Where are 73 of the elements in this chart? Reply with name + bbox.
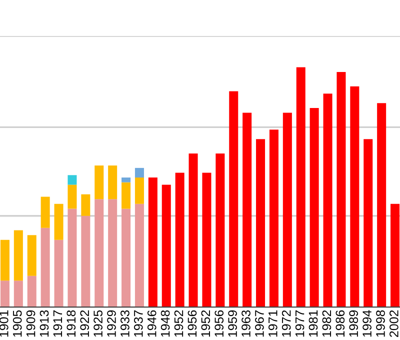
x-tick-label: 1933 <box>120 310 130 337</box>
x-tick-label: 1946 <box>147 310 156 337</box>
x-tick-label: 1917 <box>53 310 62 337</box>
bar <box>27 276 36 308</box>
bar <box>242 112 252 308</box>
x-tick-label: 1929 <box>107 310 116 337</box>
x-tick-label: 1972 <box>282 310 291 337</box>
bar <box>14 230 23 281</box>
bar <box>81 194 90 216</box>
bar <box>188 154 198 308</box>
x-tick-label: 1977 <box>295 310 304 337</box>
bar <box>175 172 184 308</box>
x-tick-label: 1948 <box>160 310 170 337</box>
bar <box>323 94 332 308</box>
bar <box>256 139 266 308</box>
bar <box>336 72 346 308</box>
bar <box>54 240 64 308</box>
x-tick-label: 1982 <box>322 310 332 337</box>
x-tick-label: 1981 <box>308 310 318 337</box>
x-tick-label: 1909 <box>26 310 36 337</box>
bar <box>134 168 144 178</box>
bar <box>162 184 171 308</box>
bar <box>134 204 144 308</box>
bar <box>282 112 292 308</box>
bar <box>94 199 104 308</box>
bar <box>40 196 50 228</box>
x-tick-label: 1963 <box>242 310 250 337</box>
x-tick-label: 1918 <box>66 310 76 337</box>
x-tick-label: 1986 <box>336 310 345 337</box>
x-tick-label: 1952 <box>174 310 184 337</box>
bar <box>364 139 373 308</box>
bar <box>68 208 77 308</box>
x-tick-label: 1905 <box>12 310 22 337</box>
bar <box>390 204 400 308</box>
bar <box>54 204 64 240</box>
bar <box>202 172 212 308</box>
x-tick-label: 1922 <box>80 310 90 337</box>
bar <box>229 91 238 308</box>
x-tick-label: 1956 <box>214 310 224 337</box>
x-tick-label: 1913 <box>40 310 49 337</box>
bar <box>81 216 90 308</box>
bar <box>350 86 360 308</box>
x-tick-label: 1989 <box>349 310 358 337</box>
bar <box>377 103 386 308</box>
x-tick-label: 1952 <box>201 310 210 337</box>
bar <box>40 228 50 308</box>
x-tick-label: 1959 <box>228 310 237 337</box>
bar <box>134 178 144 204</box>
x-tick-label: 1956 <box>188 310 197 337</box>
bar <box>148 178 158 308</box>
bar <box>296 67 306 308</box>
bar <box>94 166 104 200</box>
bar <box>269 130 278 308</box>
bar <box>122 182 131 209</box>
x-tick-label: 1971 <box>268 310 278 337</box>
bar <box>27 235 36 276</box>
x-tick-label: 1998 <box>376 310 385 337</box>
bar <box>14 280 23 308</box>
bar <box>216 154 225 308</box>
x-tick-label: 1994 <box>362 310 372 337</box>
bar <box>122 178 131 182</box>
bar <box>68 175 77 185</box>
x-tick-label: 1967 <box>255 310 264 337</box>
bar <box>310 108 319 308</box>
bar <box>68 184 77 209</box>
bar <box>0 240 10 281</box>
bar <box>108 166 118 200</box>
x-tick-label: 2002 <box>390 310 398 337</box>
bar <box>108 199 118 308</box>
x-tick-label: 1925 <box>94 310 102 337</box>
x-tick-label: 1937 <box>134 310 143 337</box>
bar <box>122 208 131 308</box>
bar <box>0 280 10 308</box>
